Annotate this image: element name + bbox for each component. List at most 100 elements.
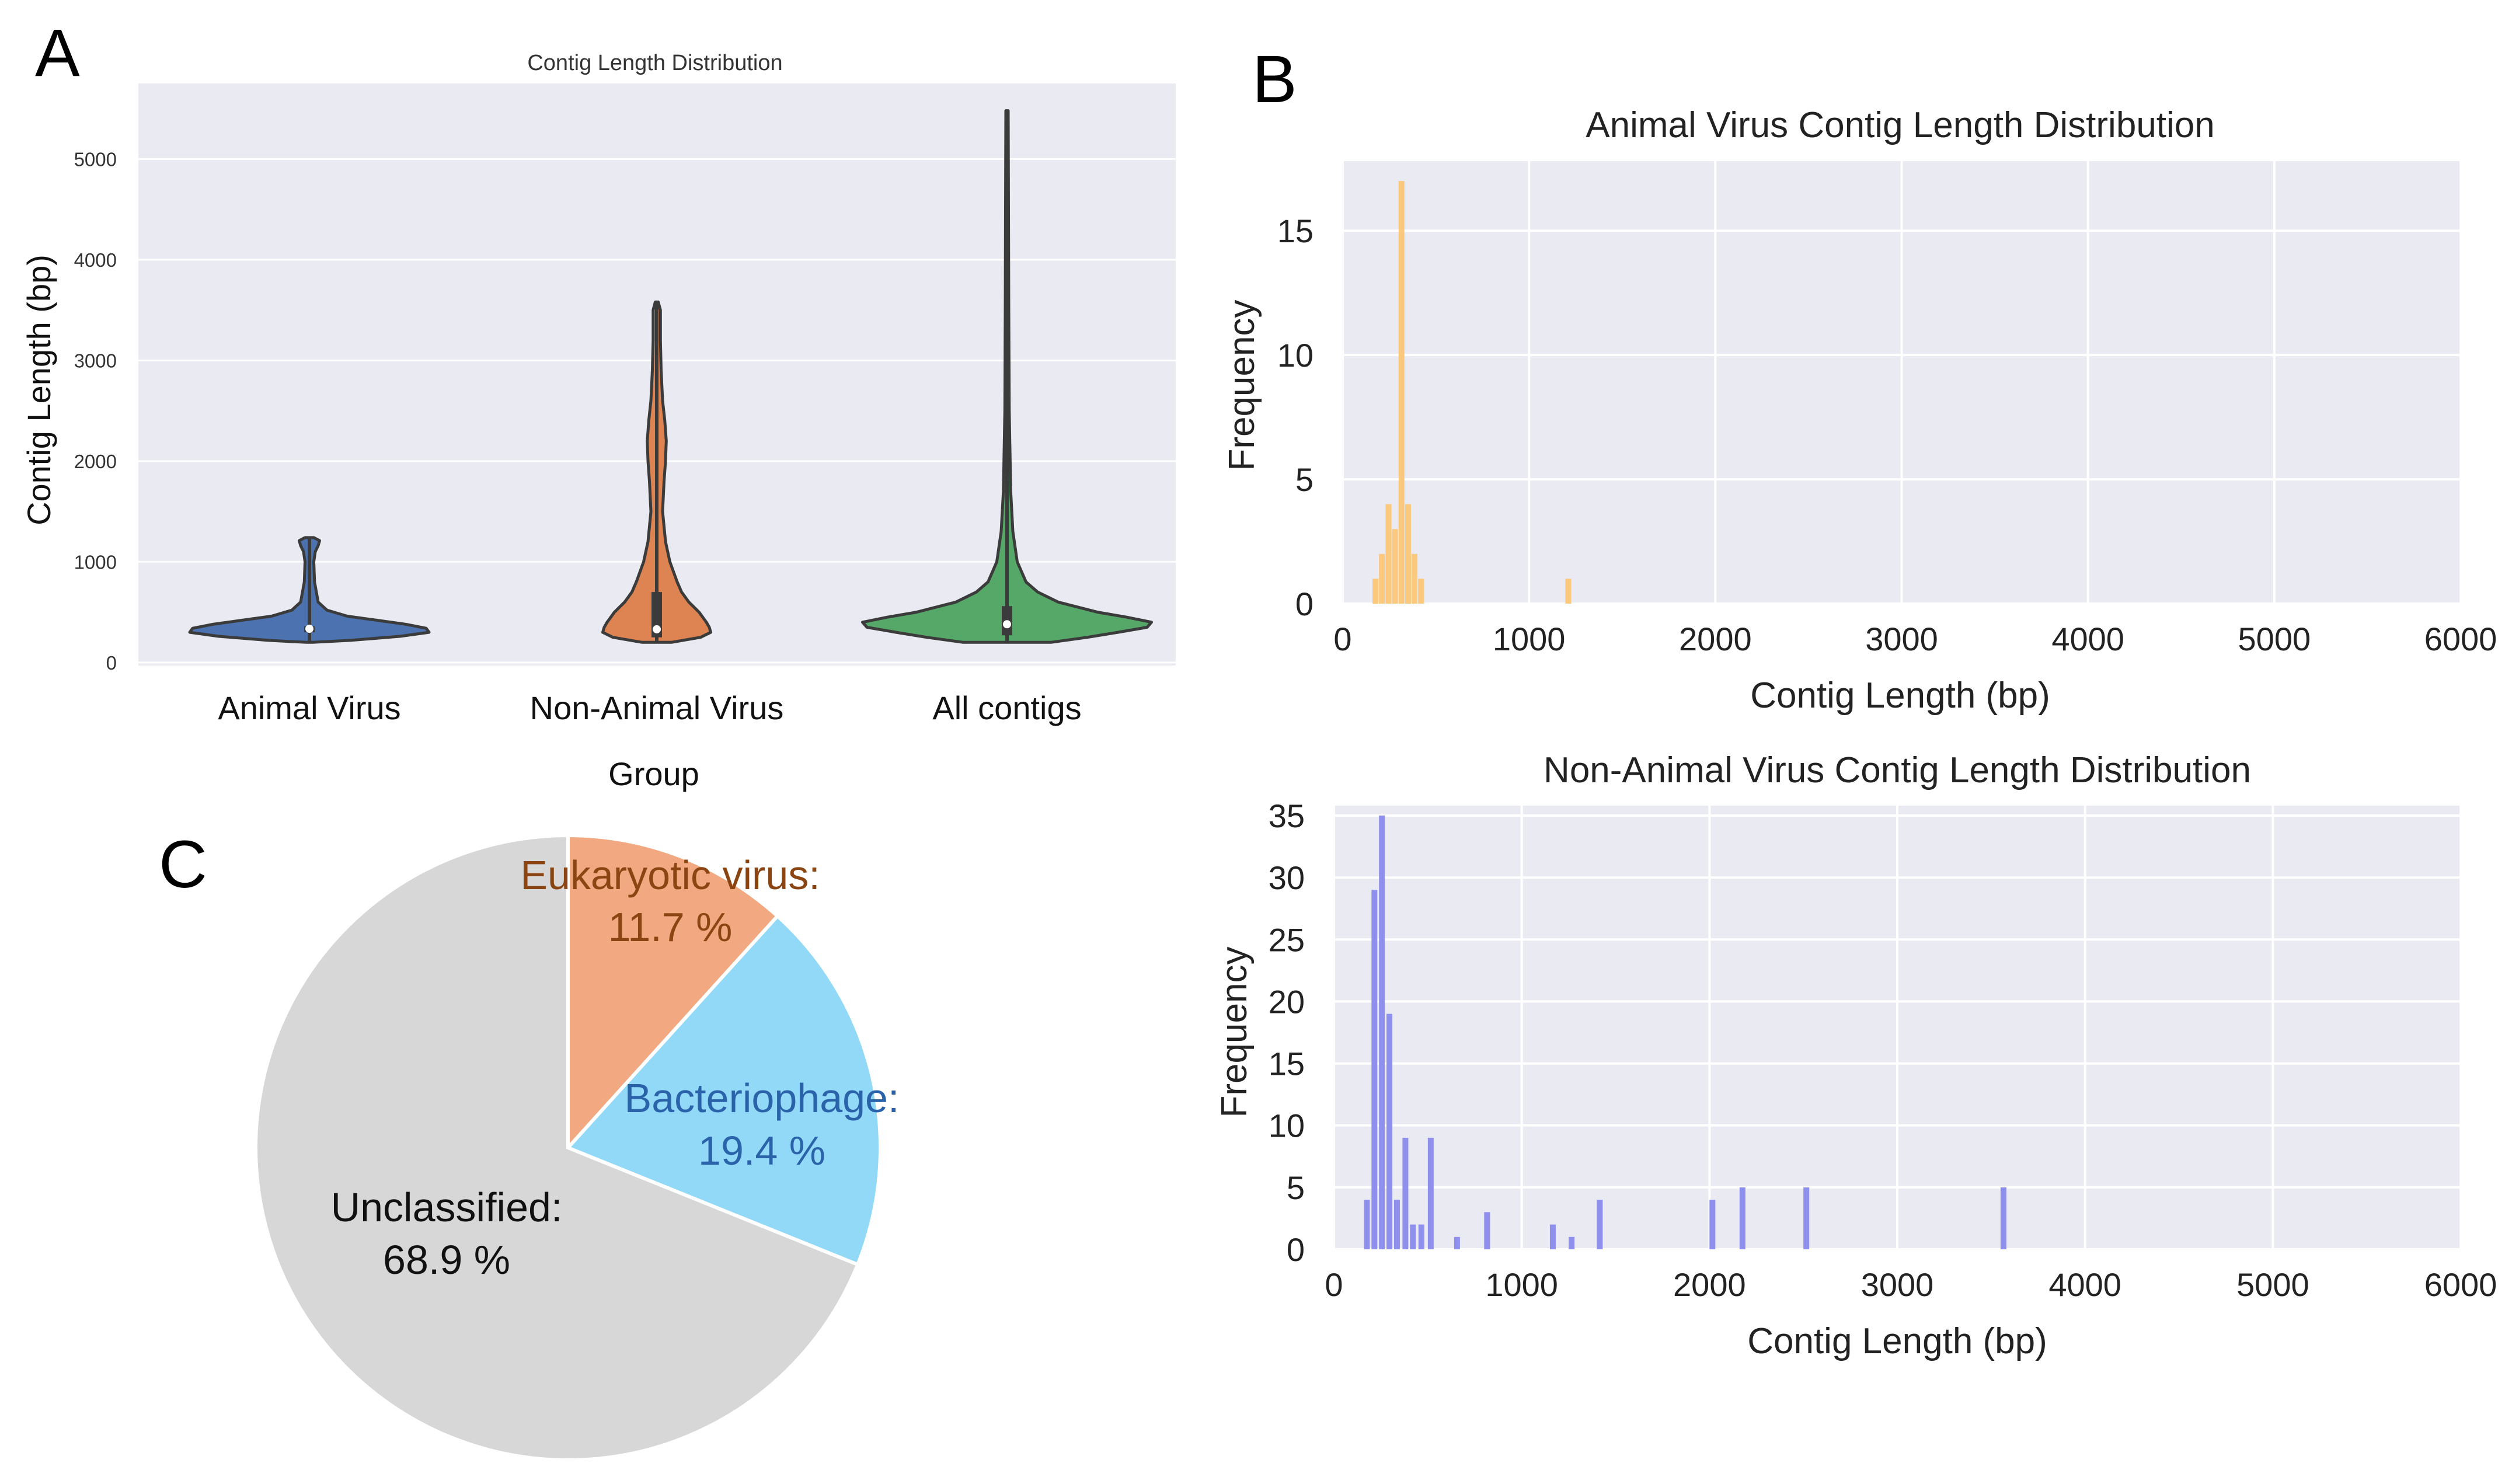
pie-labels: Eukaryotic virus: 11.7 % Bacteriophage: 19.… (331, 852, 900, 1283)
hist-bar (1739, 1187, 1745, 1249)
hist-bar (1372, 579, 1379, 604)
pie-slice-label: Bacteriophage: (625, 1075, 900, 1121)
panel-label-c: C (159, 827, 207, 902)
hist-y-tick: 10 (1277, 337, 1313, 374)
hist-y-tick: 25 (1269, 921, 1305, 958)
pie-slice-label: Unclassified: (331, 1185, 563, 1230)
hist-y-tick: 5 (1295, 461, 1313, 498)
animal-hist-y-axis-label: Frequency (1222, 300, 1262, 471)
pie-slice-percent: 11.7 % (608, 904, 733, 950)
nonanimal-hist-bars (1364, 815, 2006, 1249)
violin-title: Contig Length Distribution (527, 51, 782, 75)
violin-x-tick: Non-Animal Virus (530, 689, 784, 726)
hist-bar (1549, 1224, 1556, 1249)
pie-chart: Eukaryotic virus: 11.7 % Bacteriophage: 19.… (254, 834, 900, 1462)
non-animal-virus-histogram: Non-Animal Virus Contig Length Distribut… (1214, 750, 2497, 1361)
nonanimal-hist-title: Non-Animal Virus Contig Length Distribut… (1544, 750, 2251, 790)
hist-bar (1565, 579, 1572, 604)
hist-x-tick: 4000 (2051, 621, 2124, 657)
hist-bar (1418, 1224, 1424, 1249)
hist-bar (1386, 1013, 1393, 1249)
nonanimal-hist-grid (1333, 806, 2462, 1250)
hist-x-tick: 5000 (2236, 1266, 2309, 1303)
violin-y-tick: 0 (106, 652, 117, 674)
violin-x-axis-label: Group (608, 755, 699, 792)
hist-bar (1410, 1224, 1416, 1249)
hist-bar (1484, 1212, 1490, 1249)
hist-bar (1392, 529, 1398, 604)
hist-bar (1402, 1137, 1409, 1249)
violin-y-tick-labels: 0 1000 2000 3000 4000 5000 (74, 148, 117, 673)
pie-slice-percent: 19.4 % (698, 1128, 825, 1173)
hist-x-tick: 0 (1333, 621, 1351, 657)
violin-x-tick: All contigs (932, 689, 1081, 726)
violin-chart: Contig Length Distribution 0 1000 2000 3000… (20, 51, 1176, 792)
hist-bar (1454, 1236, 1460, 1249)
panel-label-a: A (35, 16, 80, 90)
hist-bar (1597, 1200, 1603, 1249)
hist-bar (1379, 553, 1385, 604)
hist-y-tick: 0 (1287, 1231, 1305, 1268)
hist-x-tick: 1000 (1485, 1266, 1558, 1303)
violin-y-tick: 4000 (74, 249, 117, 271)
violin-bodies (188, 109, 1153, 644)
hist-bar (1427, 1137, 1434, 1249)
hist-x-tick: 1000 (1493, 621, 1566, 657)
hist-y-tick: 15 (1269, 1046, 1305, 1082)
hist-y-tick: 5 (1287, 1169, 1305, 1206)
animal-hist-grid (1342, 161, 2462, 605)
nonanimal-hist-y-tick-labels: 0 5 10 15 20 25 30 35 (1269, 797, 1305, 1268)
hist-bar (1393, 1200, 1400, 1249)
hist-y-tick: 15 (1277, 213, 1313, 249)
animal-hist-x-axis-label: Contig Length (bp) (1750, 675, 2050, 716)
violin-x-tick: Animal Virus (218, 689, 400, 726)
pie-slice-percent: 68.9 % (383, 1237, 510, 1283)
violin-y-tick: 1000 (74, 551, 117, 573)
hist-y-tick: 0 (1295, 586, 1313, 622)
violin-y-tick: 3000 (74, 350, 117, 371)
hist-x-tick: 3000 (1861, 1266, 1934, 1303)
hist-bar (1385, 504, 1392, 604)
violin-y-tick: 2000 (74, 451, 117, 472)
hist-x-tick: 3000 (1865, 621, 1938, 657)
pie-slice-label: Eukaryotic virus: (520, 852, 820, 898)
hist-bar (1398, 181, 1405, 604)
hist-y-tick: 30 (1269, 859, 1305, 896)
hist-bar (1709, 1200, 1716, 1249)
violin-x-tick-labels: Animal Virus Non-Animal Virus All contigs (218, 689, 1081, 726)
hist-bar (1803, 1187, 1810, 1249)
hist-x-tick: 5000 (2238, 621, 2311, 657)
hist-y-tick: 10 (1269, 1107, 1305, 1144)
hist-bar (1379, 815, 1385, 1249)
violin-y-tick: 5000 (74, 148, 117, 170)
hist-bar (1569, 1236, 1575, 1249)
hist-x-tick: 6000 (2424, 621, 2497, 657)
panel-label-b: B (1252, 42, 1297, 117)
animal-virus-histogram: Animal Virus Contig Length Distribution … (1222, 105, 2497, 716)
hist-x-tick: 6000 (2424, 1266, 2497, 1303)
hist-y-tick: 35 (1269, 797, 1305, 834)
hist-bar (1412, 553, 1418, 604)
nonanimal-hist-x-tick-labels: 0 1000 2000 3000 4000 5000 6000 (1325, 1266, 2497, 1303)
nonanimal-hist-y-axis-label: Frequency (1214, 947, 1255, 1118)
animal-hist-title: Animal Virus Contig Length Distribution (1586, 105, 2215, 145)
animal-hist-y-tick-labels: 0 5 10 15 (1277, 213, 1313, 622)
hist-bar (1418, 579, 1424, 604)
violin-median-dot (1003, 620, 1011, 629)
hist-x-tick: 4000 (2048, 1266, 2121, 1303)
animal-hist-bars (1372, 181, 1572, 604)
hist-bar (1371, 890, 1378, 1249)
pie-slice (254, 834, 860, 1462)
nonanimal-hist-x-axis-label: Contig Length (bp) (1747, 1321, 2047, 1361)
hist-bar (1364, 1200, 1370, 1249)
hist-y-tick: 20 (1269, 983, 1305, 1020)
animal-hist-x-tick-labels: 0 1000 2000 3000 4000 5000 6000 (1333, 621, 2497, 657)
violin-median-dot (653, 625, 661, 633)
hist-bar (1405, 504, 1411, 604)
violin-y-axis-label: Contig Length (bp) (20, 255, 57, 525)
violin-median-dot (305, 625, 313, 633)
hist-x-tick: 0 (1325, 1266, 1343, 1303)
violin-iqr-box (651, 592, 662, 638)
pie-slices (254, 834, 882, 1462)
